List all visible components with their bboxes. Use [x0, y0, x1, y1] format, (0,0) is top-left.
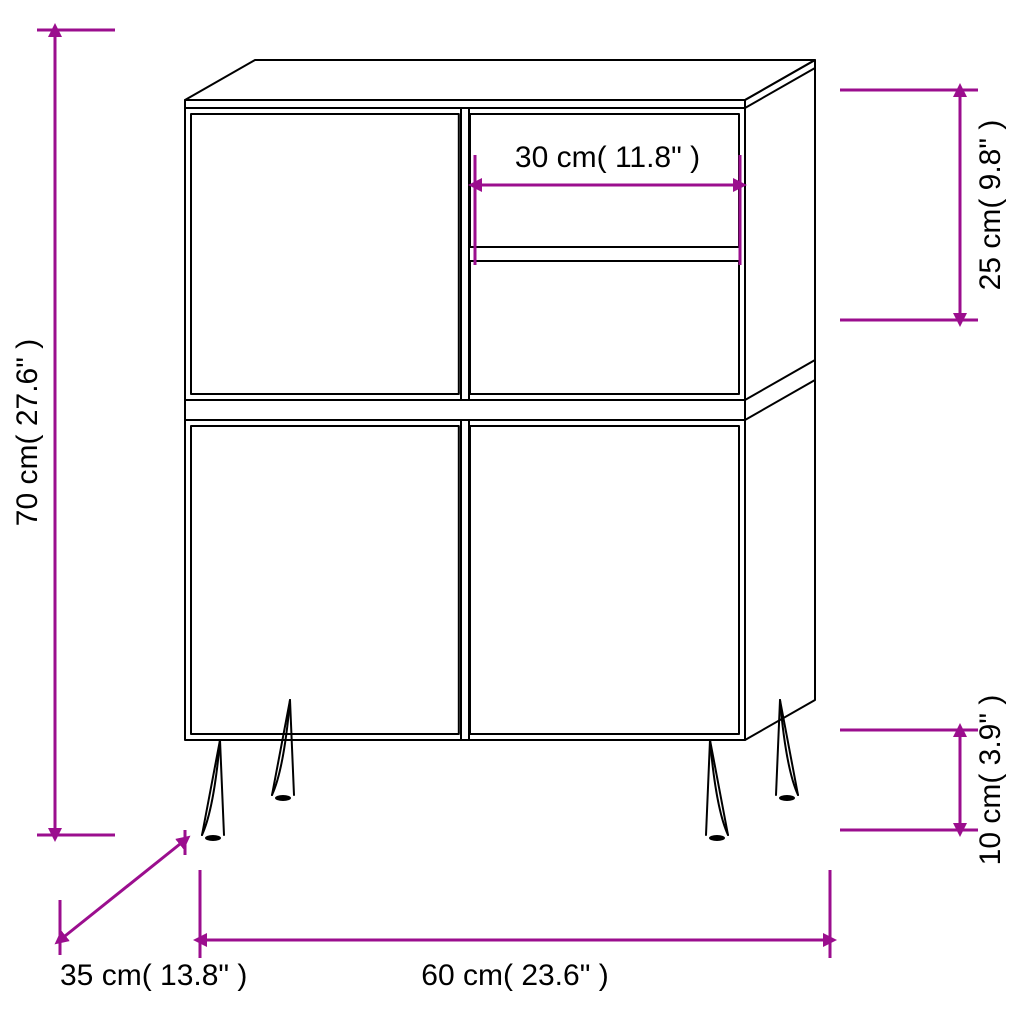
label-leg-height: 10 cm( 3.9" ) [974, 695, 1007, 866]
label-drawer-height: 25 cm( 9.8" ) [974, 120, 1007, 291]
cabinet-leg [202, 740, 224, 841]
cabinet-leg [706, 740, 728, 841]
label-width: 60 cm( 23.6" ) [421, 959, 608, 992]
label-depth: 35 cm( 13.8" ) [60, 959, 247, 992]
dim-depth [60, 840, 185, 940]
label-height-total: 70 cm( 27.6" ) [11, 339, 44, 526]
label-drawer-width: 30 cm( 11.8" ) [515, 141, 700, 174]
cabinet-leg [272, 700, 294, 801]
cabinet-drawing [185, 60, 815, 841]
